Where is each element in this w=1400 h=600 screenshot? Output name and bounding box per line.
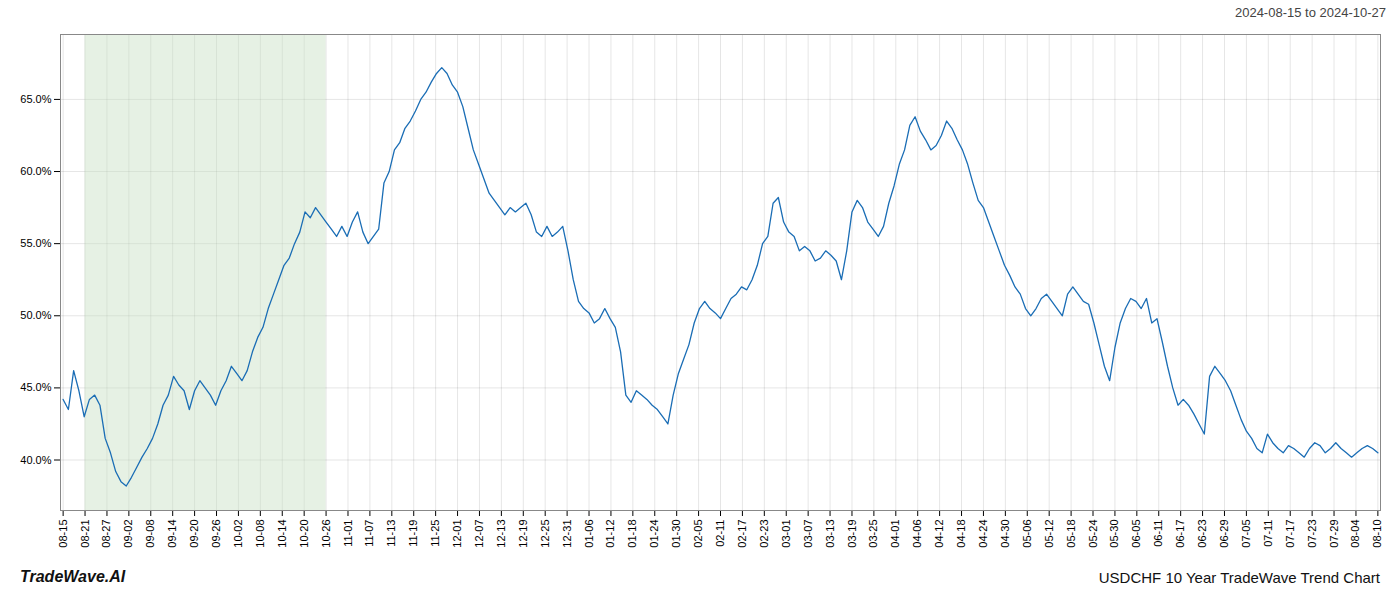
- svg-text:09-02: 09-02: [122, 520, 134, 548]
- svg-text:01-18: 01-18: [626, 520, 638, 548]
- svg-text:02-05: 02-05: [692, 520, 704, 548]
- html-text:TradeWave.AI: TradeWave.AI: [20, 568, 126, 585]
- svg-text:08-04: 08-04: [1349, 520, 1361, 548]
- svg-text:02-23: 02-23: [758, 520, 770, 548]
- svg-text:03-07: 03-07: [802, 520, 814, 548]
- svg-text:01-12: 01-12: [604, 520, 616, 548]
- svg-text:11-13: 11-13: [385, 520, 397, 547]
- svg-text:12-01: 12-01: [451, 520, 463, 548]
- svg-text:05-12: 05-12: [1043, 520, 1055, 548]
- svg-text:08-15: 08-15: [57, 520, 69, 548]
- svg-text:04-18: 04-18: [955, 520, 967, 548]
- svg-text:03-19: 03-19: [845, 520, 857, 548]
- svg-text:02-11: 02-11: [714, 520, 726, 547]
- svg-text:06-17: 06-17: [1174, 520, 1186, 548]
- svg-text:02-17: 02-17: [736, 520, 748, 548]
- svg-text:04-06: 04-06: [911, 520, 923, 548]
- svg-text:07-29: 07-29: [1328, 520, 1340, 548]
- svg-text:04-12: 04-12: [933, 520, 945, 548]
- svg-text:60.0%: 60.0%: [20, 165, 51, 177]
- svg-text:01-30: 01-30: [670, 520, 682, 548]
- svg-text:12-25: 12-25: [539, 520, 551, 548]
- svg-text:08-27: 08-27: [100, 520, 112, 548]
- svg-text:05-30: 05-30: [1108, 520, 1120, 548]
- svg-text:11-25: 11-25: [429, 520, 441, 547]
- svg-text:07-17: 07-17: [1284, 520, 1296, 548]
- svg-text:12-19: 12-19: [517, 520, 529, 548]
- svg-text:55.0%: 55.0%: [20, 237, 51, 249]
- svg-text:01-24: 01-24: [648, 520, 660, 548]
- svg-text:06-05: 06-05: [1130, 520, 1142, 548]
- svg-text:11-19: 11-19: [407, 520, 419, 547]
- svg-text:10-02: 10-02: [232, 520, 244, 548]
- svg-text:07-05: 07-05: [1240, 520, 1252, 548]
- svg-text:07-11: 07-11: [1262, 520, 1274, 547]
- svg-text:06-29: 06-29: [1218, 520, 1230, 548]
- svg-text:65.0%: 65.0%: [20, 93, 51, 105]
- svg-text:01-06: 01-06: [583, 520, 595, 548]
- svg-text:08-21: 08-21: [79, 520, 91, 548]
- svg-text:04-24: 04-24: [977, 520, 989, 548]
- svg-text:10-14: 10-14: [276, 520, 288, 548]
- svg-text:12-07: 12-07: [473, 520, 485, 548]
- svg-text:09-14: 09-14: [166, 520, 178, 548]
- svg-text:12-31: 12-31: [561, 520, 573, 548]
- html-text:2024-08-15 to 2024-10-27: 2024-08-15 to 2024-10-27: [1234, 4, 1386, 20]
- svg-text:03-25: 03-25: [867, 520, 879, 548]
- html-text:USDCHF 10 Year TradeWave Trend: USDCHF 10 Year TradeWave Trend Chart: [1098, 568, 1380, 586]
- svg-text:40.0%: 40.0%: [20, 454, 51, 466]
- svg-text:11-01: 11-01: [342, 520, 354, 547]
- svg-text:12-13: 12-13: [495, 520, 507, 548]
- svg-text:06-11: 06-11: [1152, 520, 1164, 547]
- svg-text:09-26: 09-26: [210, 520, 222, 548]
- svg-text:10-20: 10-20: [298, 520, 310, 548]
- svg-text:03-01: 03-01: [780, 520, 792, 548]
- svg-text:05-18: 05-18: [1065, 520, 1077, 548]
- svg-text:45.0%: 45.0%: [20, 381, 51, 393]
- svg-text:09-20: 09-20: [188, 520, 200, 548]
- svg-text:11-07: 11-07: [363, 520, 375, 547]
- svg-text:07-23: 07-23: [1306, 520, 1318, 548]
- svg-text:10-26: 10-26: [320, 520, 332, 548]
- svg-text:06-23: 06-23: [1196, 520, 1208, 548]
- svg-text:50.0%: 50.0%: [20, 309, 51, 321]
- svg-text:08-10: 08-10: [1371, 520, 1383, 548]
- svg-text:05-24: 05-24: [1087, 520, 1099, 548]
- svg-text:03-13: 03-13: [824, 520, 836, 548]
- svg-text:04-30: 04-30: [999, 520, 1011, 548]
- svg-text:04-01: 04-01: [889, 520, 901, 548]
- svg-text:05-06: 05-06: [1021, 520, 1033, 548]
- svg-text:10-08: 10-08: [254, 520, 266, 548]
- svg-text:09-08: 09-08: [144, 520, 156, 548]
